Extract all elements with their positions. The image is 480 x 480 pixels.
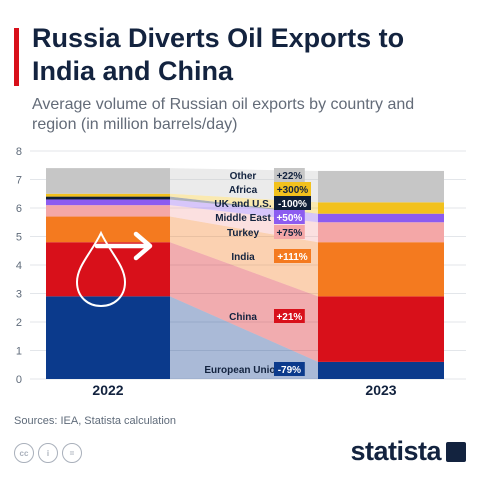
brand-mark-icon bbox=[446, 441, 466, 462]
series-label: Turkey bbox=[227, 228, 259, 239]
change-badge-label: +300% bbox=[277, 185, 309, 196]
change-badge-label: +21% bbox=[276, 312, 302, 323]
series-label: India bbox=[231, 252, 255, 263]
brand-name: statista bbox=[350, 436, 441, 466]
bar-segment bbox=[318, 242, 444, 297]
arrow-head-icon bbox=[133, 231, 153, 261]
y-tick-label: 7 bbox=[16, 175, 22, 187]
change-badge-label: +50% bbox=[276, 213, 302, 224]
y-tick-label: 0 bbox=[16, 374, 22, 386]
bar-segment bbox=[318, 170, 444, 203]
y-tick-label: 5 bbox=[16, 232, 22, 244]
change-badge bbox=[274, 362, 305, 376]
statista-logo[interactable]: statista bbox=[350, 436, 466, 467]
flow-ribbon bbox=[170, 296, 318, 379]
chart-subtitle: Average volume of Russian oil exports by… bbox=[32, 96, 415, 133]
series-label: China bbox=[229, 312, 257, 323]
change-badge bbox=[274, 210, 305, 224]
series-label: Other bbox=[230, 171, 257, 182]
y-tick-label: 3 bbox=[16, 289, 22, 301]
bar-segment bbox=[46, 296, 170, 379]
chart-title: Russia Diverts Oil Exports to India and … bbox=[32, 23, 405, 86]
change-badge bbox=[274, 225, 305, 239]
bar-segment bbox=[46, 196, 170, 200]
bar-segment bbox=[318, 202, 444, 214]
by-icon[interactable]: i bbox=[38, 443, 58, 463]
x-category-label: 2022 bbox=[92, 382, 123, 398]
change-badge bbox=[274, 309, 305, 323]
source-note: Sources: IEA, Statista calculation bbox=[14, 415, 177, 427]
bar-segment bbox=[46, 205, 170, 217]
series-label: UK and U.S. bbox=[214, 199, 271, 210]
change-badge bbox=[274, 168, 305, 182]
change-badge-label: -100% bbox=[278, 199, 307, 210]
y-tick-label: 1 bbox=[16, 346, 22, 358]
license-icons[interactable]: cc i = bbox=[14, 443, 82, 463]
bar-segment bbox=[318, 213, 444, 223]
series-label: Middle East bbox=[215, 213, 271, 224]
change-badge bbox=[274, 249, 311, 263]
oil-drop-icon bbox=[75, 230, 127, 308]
accent-bar bbox=[14, 28, 19, 86]
flow-ribbon bbox=[170, 242, 318, 362]
change-badge-label: -79% bbox=[278, 365, 301, 376]
bar-segment bbox=[46, 168, 170, 194]
change-badge-label: +75% bbox=[276, 228, 302, 239]
nd-icon[interactable]: = bbox=[62, 443, 82, 463]
bar-segment bbox=[46, 199, 170, 206]
change-badge bbox=[274, 196, 311, 210]
x-category-label: 2023 bbox=[365, 382, 396, 398]
bar-segment bbox=[318, 222, 444, 243]
bar-segment bbox=[318, 361, 444, 379]
series-label: Africa bbox=[229, 185, 258, 196]
series-label: European Union bbox=[204, 365, 281, 376]
y-tick-label: 8 bbox=[16, 146, 22, 158]
bar-segment bbox=[46, 216, 170, 243]
y-tick-label: 4 bbox=[16, 260, 22, 272]
change-badge bbox=[274, 182, 311, 196]
bar-segment bbox=[46, 242, 170, 297]
y-tick-label: 6 bbox=[16, 203, 22, 215]
change-badge-label: +22% bbox=[276, 171, 302, 182]
bar-segment bbox=[46, 193, 170, 197]
change-badge-label: +111% bbox=[277, 252, 307, 263]
cc-icon[interactable]: cc bbox=[14, 443, 34, 463]
y-tick-label: 2 bbox=[16, 317, 22, 329]
bar-segment bbox=[318, 296, 444, 362]
